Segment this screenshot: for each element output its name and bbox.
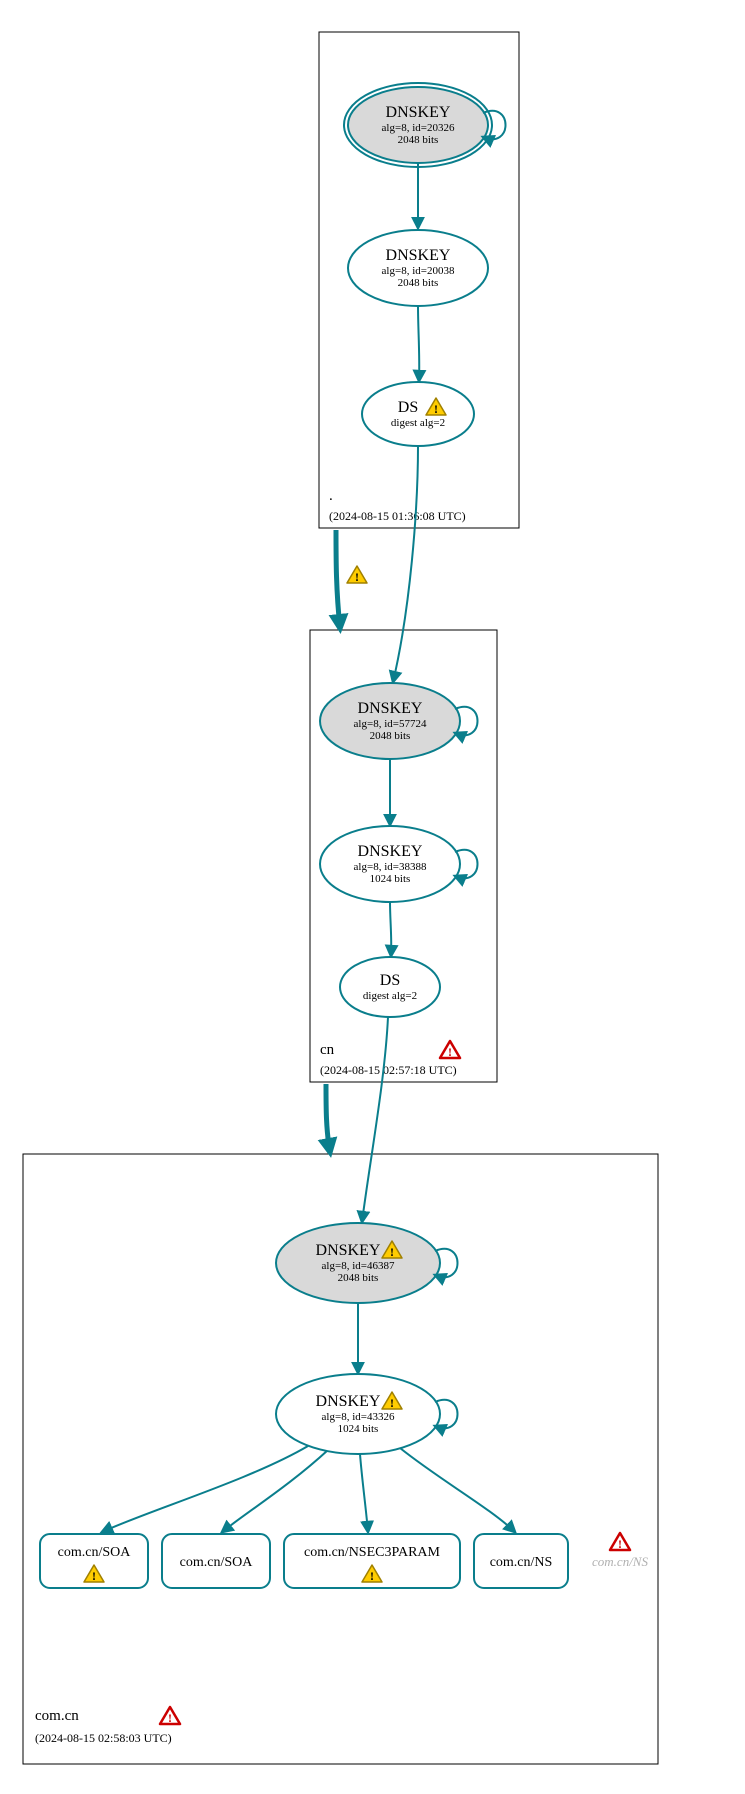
node-title: DS (398, 399, 418, 416)
warning-icon: ! (347, 566, 367, 584)
node-sub: alg=8, id=38388 (354, 861, 427, 873)
svg-text:!: ! (618, 1537, 622, 1551)
zone-timestamp: (2024-08-15 02:57:18 UTC) (320, 1063, 457, 1077)
node-sub: 2048 bits (370, 730, 411, 742)
edge (418, 306, 419, 381)
node-sub: alg=8, id=20038 (382, 265, 455, 277)
edge (362, 1017, 388, 1222)
edge (400, 1448, 515, 1532)
svg-text:!: ! (390, 1396, 394, 1410)
zone-label: cn (320, 1042, 335, 1058)
rr-label: com.cn/NSEC3PARAM (304, 1545, 441, 1560)
svg-text:!: ! (92, 1569, 96, 1583)
dnssec-diagram: . (2024-08-15 01:36:08 UTC) cn (2024-08-15 … (10, 10, 745, 1784)
node-title: DNSKEY (386, 104, 451, 121)
edge (393, 446, 418, 682)
rr-grey-label: com.cn/NS (592, 1554, 648, 1569)
node-sub: 2048 bits (338, 1272, 379, 1284)
zone-label: com.cn (35, 1708, 79, 1724)
rr-label: com.cn/NS (490, 1555, 553, 1570)
zone-timestamp: (2024-08-15 01:36:08 UTC) (329, 509, 466, 523)
node-sub: alg=8, id=46387 (322, 1260, 395, 1272)
svg-text:!: ! (434, 402, 438, 416)
edge (390, 902, 391, 956)
error-icon: ! (440, 1041, 460, 1059)
svg-text:!: ! (355, 570, 359, 584)
node-sub: 1024 bits (370, 873, 411, 885)
edge (326, 1084, 330, 1152)
node-sub: 2048 bits (398, 277, 439, 289)
node-title: DNSKEY (386, 247, 451, 264)
error-icon: ! (610, 1533, 630, 1551)
node-sub: digest alg=2 (391, 417, 445, 429)
node-sub: 1024 bits (338, 1423, 379, 1435)
node-sub: alg=8, id=43326 (322, 1411, 395, 1423)
node-sub: digest alg=2 (363, 990, 417, 1002)
node-sub: 2048 bits (398, 134, 439, 146)
node-sub: alg=8, id=20326 (382, 122, 455, 134)
error-icon: ! (160, 1707, 180, 1725)
edge (360, 1454, 368, 1532)
node-title: DNSKEY (316, 1242, 381, 1259)
svg-text:!: ! (370, 1569, 374, 1583)
edge (336, 530, 340, 628)
rr-label: com.cn/SOA (180, 1555, 254, 1570)
zone-timestamp: (2024-08-15 02:58:03 UTC) (35, 1731, 172, 1745)
node-title: DNSKEY (316, 1393, 381, 1410)
svg-text:!: ! (448, 1045, 452, 1059)
svg-text:!: ! (168, 1711, 172, 1725)
zone-label: . (329, 488, 333, 504)
node-title: DS (380, 972, 400, 989)
node-title: DNSKEY (358, 700, 423, 717)
edge (102, 1446, 308, 1532)
rr-label: com.cn/SOA (58, 1545, 132, 1560)
node-title: DNSKEY (358, 843, 423, 860)
svg-text:!: ! (390, 1245, 394, 1259)
node-sub: alg=8, id=57724 (354, 718, 427, 730)
